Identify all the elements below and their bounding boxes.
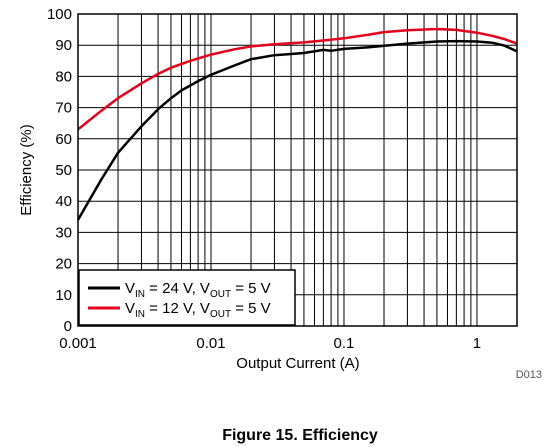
y-tick-label: 80: [55, 68, 72, 85]
y-tick-label: 20: [55, 256, 72, 273]
figure-caption: Figure 15. Efficiency: [222, 427, 378, 444]
y-tick-label: 60: [55, 131, 72, 148]
y-axis-title: Efficiency (%): [18, 124, 35, 215]
y-tick-label: 90: [55, 37, 72, 54]
x-tick-labels: 0.001 0.01 0.1 1: [59, 335, 481, 352]
x-tick-label: 0.01: [196, 335, 225, 352]
legend: VIN = 24 V, VOUT = 5 V VIN = 12 V, VOUT …: [78, 269, 296, 326]
series-line-24v: [76, 39, 518, 221]
x-axis-title: Output Current (A): [236, 355, 359, 372]
x-tick-label: 0.1: [334, 335, 355, 352]
y-tick-label: 50: [55, 162, 72, 179]
legend-label-24v: VIN = 24 V, VOUT = 5 V: [125, 280, 271, 300]
y-tick-label: 70: [55, 100, 72, 117]
y-tick-label: 0: [64, 318, 72, 335]
plot-frame: [77, 13, 518, 327]
y-tick-labels: 0 10 20 30 40 50 60 70 80 90 100: [47, 6, 72, 335]
legend-box: [78, 269, 296, 326]
series-line-12v: [77, 27, 518, 131]
y-tick-label: 30: [55, 224, 72, 241]
figure-code: D013: [516, 369, 542, 381]
legend-label-12v: VIN = 12 V, VOUT = 5 V: [125, 300, 271, 320]
x-tick-label: 1: [473, 335, 481, 352]
y-tick-label: 10: [55, 287, 72, 304]
series-lines: [76, 27, 518, 221]
y-tick-label: 100: [47, 6, 72, 23]
x-tick-label: 0.001: [59, 335, 97, 352]
y-tick-label: 40: [55, 193, 72, 210]
